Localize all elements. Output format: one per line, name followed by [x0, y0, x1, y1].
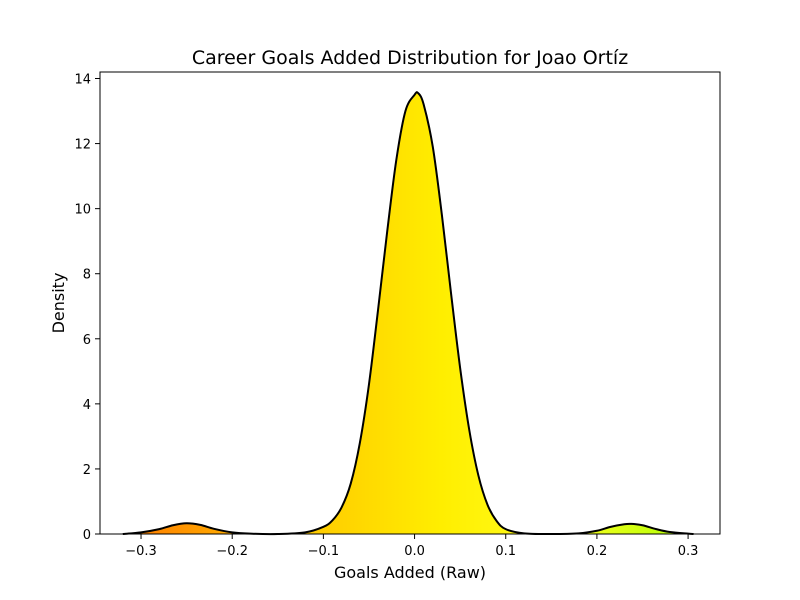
- x-tick-label: 0.0: [404, 544, 425, 559]
- x-tick-label: −0.1: [308, 544, 340, 559]
- y-tick-label: 6: [83, 333, 91, 348]
- chart-title: Career Goals Added Distribution for Joao…: [192, 47, 628, 69]
- x-axis-label: Goals Added (Raw): [334, 563, 486, 582]
- y-tick-label: 14: [74, 73, 91, 88]
- x-tick-label: 0.1: [495, 544, 516, 559]
- density-fill-area: [122, 92, 694, 535]
- x-axis: −0.3 −0.2 −0.1 0.0 0.1 0.2 0.3: [125, 534, 698, 559]
- x-tick-label: 0.3: [678, 544, 699, 559]
- y-tick-label: 2: [83, 463, 91, 478]
- y-tick-label: 4: [83, 398, 91, 413]
- density-curve: [122, 91, 694, 536]
- x-tick-label: −0.2: [216, 544, 248, 559]
- y-tick-label: 0: [83, 528, 91, 543]
- y-axis: 0 2 4 6 8 10 12 14: [74, 73, 100, 543]
- plot-area: [122, 91, 694, 536]
- y-tick-label: 10: [74, 203, 91, 218]
- y-axis-label: Density: [49, 273, 68, 334]
- plot-frame: [99, 71, 721, 535]
- x-tick-label: −0.3: [125, 544, 157, 559]
- y-tick-label: 12: [74, 138, 91, 153]
- x-tick-label: 0.2: [587, 544, 608, 559]
- y-tick-label: 8: [83, 268, 91, 283]
